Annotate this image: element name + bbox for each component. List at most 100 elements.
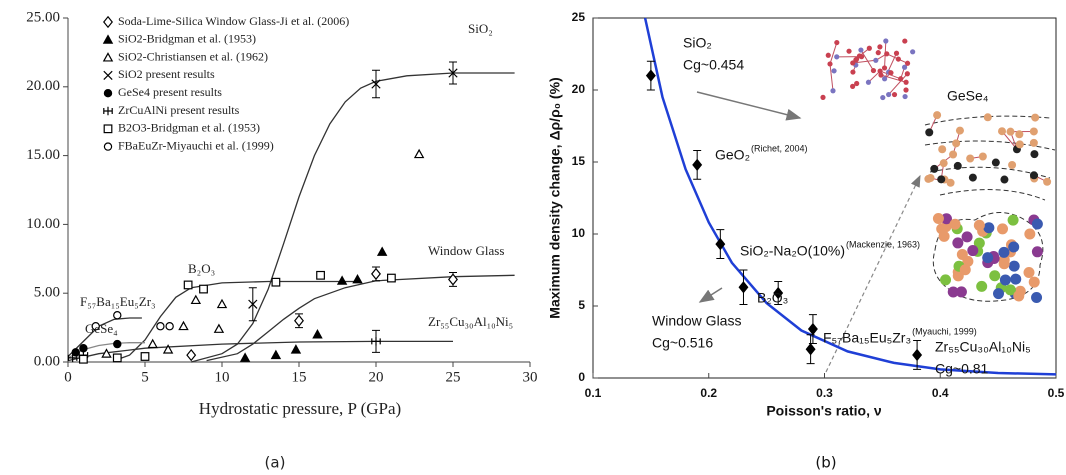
marker xyxy=(113,339,122,349)
structure-atom xyxy=(893,50,900,56)
structure-atom xyxy=(877,44,883,50)
structure-atom xyxy=(830,88,836,94)
structure-atom xyxy=(881,65,888,71)
structure-atom xyxy=(858,47,864,53)
panel-a: Hydrostatic pressure, P (GPa) (a) 0.00 5.… xyxy=(26,9,537,471)
structure-atom xyxy=(952,139,961,148)
structure-atom xyxy=(955,286,967,298)
legend-label: SiO2-Bridgman et al. (1953) xyxy=(118,32,256,46)
structure-atom xyxy=(998,258,1010,270)
y-tick-label: 5.00 xyxy=(34,285,60,301)
annotation: Cg~0.516 xyxy=(652,335,713,351)
legend-marker xyxy=(102,34,114,44)
annotation: Cg~0.454 xyxy=(683,57,744,73)
structure-atom xyxy=(937,175,946,184)
marker xyxy=(113,311,122,320)
structure-bond xyxy=(888,73,908,95)
x-tick-label: 0.3 xyxy=(816,386,833,400)
structure-atom xyxy=(1000,175,1009,184)
structure-atom xyxy=(870,67,877,74)
structure-atom xyxy=(968,173,977,182)
marker xyxy=(183,280,193,290)
x-tick-label: 0.4 xyxy=(932,386,949,400)
marker xyxy=(270,349,282,360)
structure-atom xyxy=(939,159,948,168)
structure-atom xyxy=(1030,150,1039,159)
structure-atom xyxy=(878,72,884,78)
y-tick-label: 15 xyxy=(572,154,586,168)
y-tick-label: 5 xyxy=(578,298,585,312)
structure-bond xyxy=(852,59,876,64)
x-tick-label: 0.1 xyxy=(585,386,602,400)
structure-bond xyxy=(829,63,834,91)
legend-marker xyxy=(103,70,113,81)
x-tick-label: 0.2 xyxy=(700,386,717,400)
structure-atom xyxy=(895,56,901,62)
fit-curve xyxy=(67,317,142,357)
legend-marker xyxy=(103,88,113,98)
structure-atom xyxy=(886,91,892,98)
structure-atom xyxy=(926,174,935,183)
structure-atom xyxy=(932,212,944,224)
x-tick-label: 30 xyxy=(523,369,538,385)
structure-atom xyxy=(946,178,955,187)
marker xyxy=(91,322,100,331)
structure-atom xyxy=(925,128,934,137)
x-tick-label: 25 xyxy=(446,369,461,385)
structure-atom xyxy=(998,127,1007,136)
structure-atom xyxy=(882,76,888,82)
annotation: F₅₇Ba₁₅Eu₅Zr₃ xyxy=(823,330,911,346)
arrow xyxy=(698,287,723,303)
structure-atom xyxy=(910,49,916,55)
structure-atom xyxy=(854,80,860,87)
arrow xyxy=(696,91,802,121)
marker xyxy=(413,148,425,159)
marker xyxy=(805,343,816,356)
structure-atom xyxy=(1008,160,1017,169)
marker xyxy=(912,348,923,362)
curve-label: SiO₂ xyxy=(468,21,493,36)
legend-marker xyxy=(103,124,113,134)
structure-atom xyxy=(850,69,856,75)
marker xyxy=(140,352,150,361)
y-tick-label: 25 xyxy=(572,10,586,24)
curve-label: Zr₅₅Cu₃₀Al₁₀Ni₅ xyxy=(428,314,513,329)
curve-label: Window Glass xyxy=(428,243,504,258)
y-tick-label: 15.00 xyxy=(26,147,60,163)
structure-atom xyxy=(973,219,985,231)
marker xyxy=(271,277,281,287)
structure-atom xyxy=(827,61,833,67)
structure-atom xyxy=(902,38,908,44)
x-tick-label: 0 xyxy=(64,369,72,385)
marker xyxy=(715,237,726,251)
marker xyxy=(78,354,88,364)
marker xyxy=(178,320,189,331)
x-tick-label: 10 xyxy=(215,369,230,385)
curve-label: B₂O₃ xyxy=(188,261,215,276)
structure-atom xyxy=(933,111,942,120)
x-tick-label: 15 xyxy=(292,369,307,385)
marker xyxy=(376,246,388,256)
structure-outline xyxy=(924,115,1056,201)
structure-atom xyxy=(901,64,908,70)
structure-atom xyxy=(1031,246,1043,258)
legend-marker xyxy=(103,15,113,29)
x-axis-label: Poisson's ratio, ν xyxy=(766,403,882,419)
marker xyxy=(213,323,225,333)
structure-atom xyxy=(938,145,947,154)
caption: (a) xyxy=(265,454,286,472)
structure-atom xyxy=(1024,228,1036,240)
structure-atom xyxy=(902,93,908,100)
panel-b: Poisson's ratio, ν Maximum density chang… xyxy=(547,10,1065,471)
annotation: Zr₅₅Cu₃₀Al₁₀Ni₅ xyxy=(935,339,1031,355)
marker xyxy=(216,298,228,309)
curve-label: GeSe₄ xyxy=(85,321,118,336)
structure-atom xyxy=(1043,177,1052,186)
structure-atom xyxy=(865,79,872,85)
structure-atom xyxy=(978,152,987,161)
structure-atom xyxy=(1028,276,1040,288)
fit-curve xyxy=(643,17,1057,376)
annotation: GeSe₄ xyxy=(947,88,989,104)
marker xyxy=(692,158,703,172)
structure-atom xyxy=(982,252,994,264)
